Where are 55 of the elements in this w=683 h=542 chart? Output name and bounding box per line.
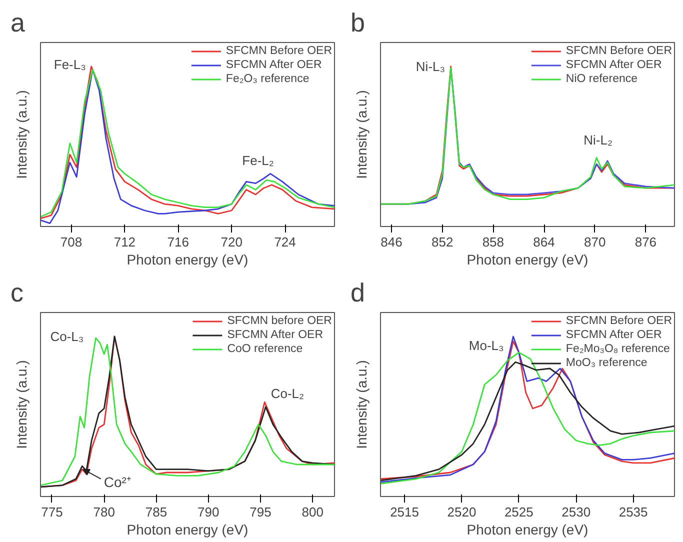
annotation: Co-L₂: [270, 386, 304, 401]
x-tick-label: 864: [533, 234, 555, 250]
x-tick-label: 716: [167, 234, 190, 250]
y-axis-title: Intensity (a.u.): [354, 360, 370, 449]
legend-label: SFCMN before OER: [227, 314, 332, 328]
x-tick-label: 720: [220, 234, 242, 250]
chart-title: a: [10, 8, 26, 38]
x-tick-label: 795: [250, 504, 272, 520]
legend-label: CoO reference: [227, 342, 303, 356]
x-tick-label: 852: [432, 234, 454, 250]
x-tick-label: 775: [41, 504, 63, 520]
x-axis-title: Photon energy (eV): [466, 252, 588, 268]
legend-label: SFCMN Before OER: [226, 44, 332, 58]
x-tick-label: 858: [482, 234, 504, 250]
x-tick-label: 780: [93, 504, 115, 520]
legend-label: NiO reference: [566, 72, 638, 86]
annotation: Co²⁺: [104, 474, 132, 490]
x-tick-label: 790: [198, 504, 220, 520]
legend-label: SFCMN After OER: [566, 58, 662, 72]
x-tick-label: 2520: [447, 504, 476, 520]
legend-label: MoO₃ reference: [566, 356, 648, 370]
x-tick-label: 712: [114, 234, 136, 250]
annotation: Fe-L₂: [242, 152, 274, 168]
x-tick-label: 724: [274, 234, 296, 250]
x-tick-label: 708: [60, 234, 82, 250]
annotation: Ni-L₃: [416, 58, 446, 74]
x-axis-title: Photon energy (eV): [126, 522, 248, 538]
x-tick-label: 800: [302, 504, 324, 520]
legend-label: SFCMN After OER: [566, 328, 662, 342]
x-tick-label: 2530: [562, 504, 591, 520]
annotation: Fe-L₃: [54, 57, 86, 72]
legend-label: Fe₂Mo₃O₈ reference: [566, 342, 670, 356]
x-axis-title: Photon energy (eV): [126, 252, 248, 268]
x-tick-label: 2515: [390, 504, 419, 520]
x-tick-label: 876: [634, 234, 657, 250]
x-tick-label: 870: [584, 234, 606, 250]
legend-label: SFCMN Before OER: [566, 44, 672, 58]
annotation: Co-L₃: [50, 328, 84, 344]
legend-label: SFCMN After OER: [226, 58, 322, 72]
annotation: Ni-L₂: [584, 132, 613, 148]
y-axis-title: Intensity (a.u.): [14, 360, 30, 449]
x-tick-label: 846: [380, 234, 402, 250]
chart-title: b: [350, 8, 365, 38]
chart-title: c: [10, 278, 24, 308]
annotation: Mo-L₃: [468, 338, 504, 354]
legend-label: SFCMN After OER: [227, 328, 324, 342]
x-tick-label: 785: [145, 504, 168, 520]
x-tick-label: 2525: [504, 504, 534, 520]
y-axis-title: Intensity (a.u.): [14, 90, 30, 179]
y-axis-title: Intensity (a.u.): [354, 90, 370, 179]
chart-title: d: [350, 278, 365, 308]
x-tick-label: 2535: [618, 504, 648, 520]
x-axis-title: Photon energy (eV): [466, 522, 588, 538]
legend-label: SFCMN Before OER: [566, 314, 672, 328]
legend-label: Fe₂O₃ reference: [226, 72, 310, 86]
